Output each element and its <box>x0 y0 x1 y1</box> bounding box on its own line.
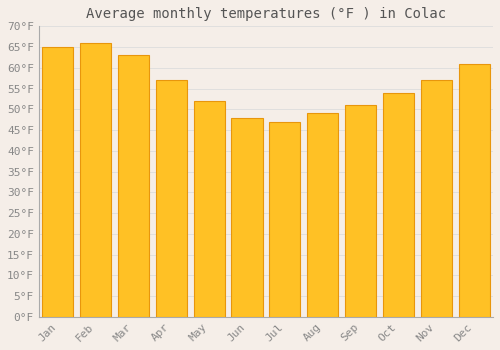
Bar <box>458 64 490 317</box>
Bar <box>270 122 300 317</box>
Bar <box>345 105 376 317</box>
Bar <box>383 93 414 317</box>
Bar <box>80 43 111 317</box>
Bar <box>232 118 262 317</box>
Bar <box>156 80 187 317</box>
Bar <box>118 55 149 317</box>
Bar <box>307 113 338 317</box>
Bar <box>42 47 74 317</box>
Bar <box>194 101 224 317</box>
Title: Average monthly temperatures (°F ) in Colac: Average monthly temperatures (°F ) in Co… <box>86 7 446 21</box>
Bar <box>421 80 452 317</box>
